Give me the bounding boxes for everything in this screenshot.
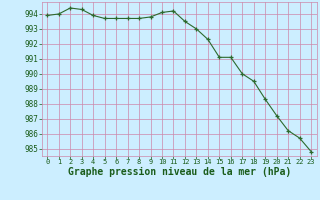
X-axis label: Graphe pression niveau de la mer (hPa): Graphe pression niveau de la mer (hPa) [68, 167, 291, 177]
